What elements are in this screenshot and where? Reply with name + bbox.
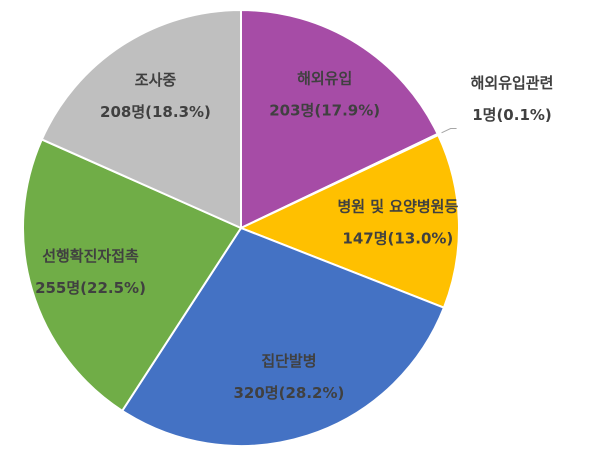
pie-slice — [238, 133, 460, 309]
slice-label: 해외유입 — [297, 70, 352, 88]
slice-label: 해외유입관련 — [471, 74, 554, 92]
slice-label: 선행확진자접촉 — [42, 247, 139, 265]
slice-label: 조사중 — [135, 71, 177, 89]
pie-slice — [22, 138, 243, 413]
value-label: 147명(13.0%) — [342, 229, 453, 247]
pie-slice — [240, 8, 440, 230]
leader-line — [441, 127, 457, 134]
value-label: 255명(22.5%) — [35, 279, 146, 297]
slice-label: 집단발병 — [261, 352, 316, 370]
value-label: 320명(28.2%) — [233, 384, 344, 402]
pie-slice — [40, 8, 242, 230]
value-label: 203명(17.9%) — [269, 102, 380, 120]
pie-slice — [120, 226, 446, 447]
value-label: 1명(0.1%) — [472, 106, 552, 124]
value-label: 208명(18.3%) — [100, 103, 211, 121]
slice-label: 병원 및 요양병원등 — [337, 197, 458, 215]
